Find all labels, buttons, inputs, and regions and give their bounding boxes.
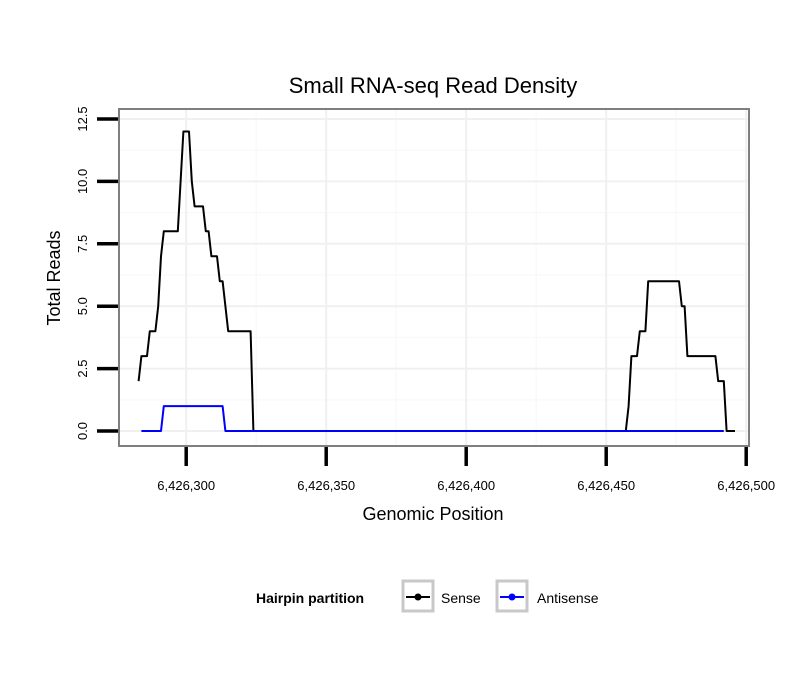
x-tick-label: 6,426,300 xyxy=(157,478,215,493)
y-axis-title: Total Reads xyxy=(44,230,64,325)
legend-key-antisense-point xyxy=(508,593,516,601)
legend: Hairpin partition Sense Antisense xyxy=(256,579,599,613)
legend-key-sense-point xyxy=(414,593,422,601)
legend-title: Hairpin partition xyxy=(256,590,364,606)
plot-panel-border xyxy=(118,108,750,447)
y-tick-label: 12.5 xyxy=(75,106,90,131)
x-tick-label: 6,426,350 xyxy=(297,478,355,493)
y-tick-label: 0.0 xyxy=(75,422,90,440)
y-tick-label: 7.5 xyxy=(75,235,90,253)
series-lines xyxy=(137,130,735,432)
y-tick-label: 10.0 xyxy=(75,169,90,194)
series-line-antisense xyxy=(141,405,724,432)
x-tick-label: 6,426,450 xyxy=(577,478,635,493)
grid-lines xyxy=(119,109,749,446)
x-axis-title: Genomic Position xyxy=(362,504,503,524)
x-tick-label: 6,426,400 xyxy=(437,478,495,493)
chart-title: Small RNA-seq Read Density xyxy=(289,73,578,98)
x-tick-label: 6,426,500 xyxy=(717,478,775,493)
legend-label-sense: Sense xyxy=(441,590,481,606)
legend-label-antisense: Antisense xyxy=(537,590,599,606)
y-tick-label: 2.5 xyxy=(75,360,90,378)
axis-ticks: 0.0 2.5 5.0 7.5 10.0 12.5 6,426,300 6,426,350 6,… xyxy=(75,106,775,493)
y-tick-label: 5.0 xyxy=(75,297,90,315)
series-line-sense xyxy=(137,130,735,432)
